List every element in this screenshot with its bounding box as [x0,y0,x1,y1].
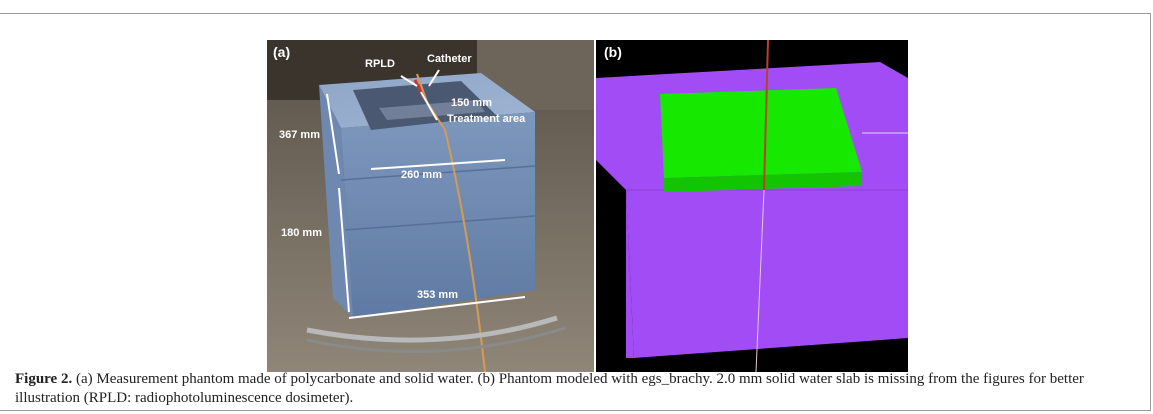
width-353-annotation: 353 mm [417,289,458,301]
figure-caption: Figure 2. (a) Measurement phantom made o… [15,370,1140,408]
length-150-annotation: 150 mm [451,97,492,109]
panel-b-render: (b) [596,40,908,372]
caption-text: (a) Measurement phantom made of polycarb… [15,371,1084,406]
phantom-photo: (a) RPLD Catheter 150 mm Treatment area … [267,40,594,372]
height-367-annotation: 367 mm [279,129,320,141]
catheter-annotation: Catheter [427,53,472,65]
treatment-area-annotation: Treatment area [447,113,526,125]
phantom-model: (b) [596,40,908,372]
figure-frame [0,13,1151,411]
height-180-annotation: 180 mm [281,227,322,239]
caption-label: Figure 2. [15,371,73,387]
width-260-annotation: 260 mm [401,169,442,181]
panel-b-label: (b) [604,44,622,60]
panel-a-label: (a) [273,44,290,60]
panel-a-photo: (a) RPLD Catheter 150 mm Treatment area … [267,40,594,372]
rpld-annotation: RPLD [365,58,395,70]
